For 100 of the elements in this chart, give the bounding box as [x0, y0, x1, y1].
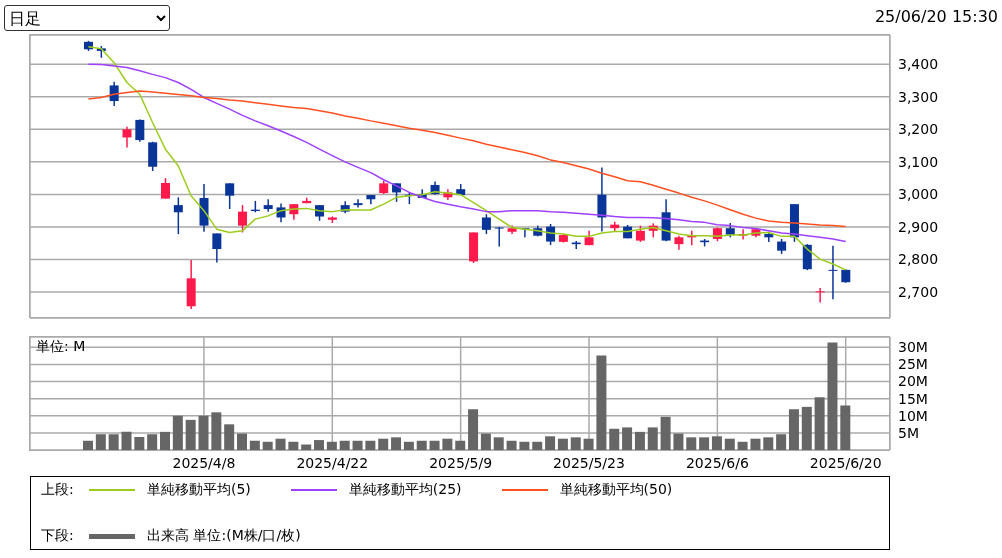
y-tick-label: 25M: [898, 356, 928, 373]
bar: [416, 440, 427, 450]
candlestick: [353, 198, 363, 209]
candlestick: [122, 125, 132, 149]
y-tick-label: 3,400: [898, 56, 939, 73]
bar: [249, 440, 260, 450]
bar: [108, 434, 119, 450]
bar: [814, 397, 825, 450]
candlestick: [597, 166, 607, 233]
bar: [622, 427, 633, 450]
bar: [493, 437, 504, 450]
x-tick-label: 2025/5/9: [429, 454, 493, 471]
legend-title: 上段:: [41, 481, 75, 499]
bar: [134, 436, 145, 450]
y-tick-label: 3,300: [898, 88, 939, 105]
bar: [788, 409, 799, 450]
y-tick-label: 2,800: [898, 251, 939, 268]
legend-label: 単純移動平均(50): [559, 481, 673, 499]
line-series: [87, 63, 847, 243]
legend-label: 単純移動平均(25): [348, 481, 462, 499]
candlestick: [828, 245, 838, 300]
bar: [532, 441, 543, 450]
bar: [237, 433, 248, 450]
bar: [365, 440, 376, 450]
candlestick: [173, 196, 183, 235]
bar: [172, 415, 183, 450]
bar: [301, 444, 312, 450]
candlestick: [263, 198, 273, 213]
x-tick-label: 2025/6/6: [685, 454, 749, 471]
y-tick-label: 3,000: [898, 186, 939, 203]
dropdown: 日足: [4, 5, 170, 31]
bar: [391, 437, 402, 450]
bar: [262, 441, 273, 450]
y-tick-label: 2,700: [898, 283, 939, 300]
bar: [160, 431, 170, 450]
bar: [442, 438, 453, 450]
bar: [634, 431, 645, 450]
candlestick: [212, 232, 222, 264]
legend-label: 出来高 単位:(M株/口/枚): [147, 527, 301, 545]
bar: [198, 415, 209, 450]
bar: [275, 438, 286, 450]
bar: [378, 438, 389, 450]
bar: [750, 438, 761, 450]
x-tick-label: 2025/6/20: [809, 454, 882, 471]
bar: [455, 440, 466, 450]
bar: [673, 433, 684, 450]
y-tick-label: 20M: [898, 373, 928, 390]
x-tick-label: 2025/5/23: [553, 454, 625, 471]
bar: [583, 438, 594, 450]
y-axis-title: 単位: M: [36, 338, 86, 356]
bar: [647, 427, 658, 450]
text: 25/06/20 15:30: [874, 7, 998, 26]
bar: [185, 419, 196, 450]
bar: [660, 416, 671, 450]
bar: [224, 424, 235, 450]
bar: [339, 440, 350, 450]
bar: [147, 434, 158, 450]
candlestick: [109, 81, 119, 107]
bar: [724, 438, 735, 450]
legend-title: 下段:: [41, 527, 75, 545]
y-tick-label: 30M: [898, 339, 928, 356]
bar: [763, 437, 774, 450]
bar: [827, 342, 838, 450]
candlestick: [161, 177, 170, 200]
y-tick-label: 3,200: [898, 121, 939, 138]
bar: [801, 406, 812, 450]
bar: [211, 412, 222, 450]
bar: [840, 405, 851, 450]
bar: [403, 441, 414, 450]
candlestick: [481, 213, 491, 235]
y-tick-label: 5M: [898, 424, 919, 441]
bar: [699, 437, 710, 450]
bar: [686, 437, 697, 450]
bar: [609, 428, 620, 450]
x-tick-label: 2025/4/22: [296, 454, 369, 471]
bar: [352, 440, 363, 450]
bar: [506, 440, 517, 450]
y-tick-label: 2,900: [898, 218, 939, 235]
bar: [557, 438, 568, 450]
bar: [314, 440, 325, 450]
bar: [545, 436, 556, 450]
y-tick-label: 10M: [898, 407, 928, 424]
bar: [429, 440, 440, 450]
x-tick-label: 2025/4/8: [172, 454, 236, 471]
bar: [519, 441, 530, 450]
bar: [570, 437, 581, 450]
candlestick: [494, 226, 504, 248]
bar: [468, 409, 479, 450]
line-series: [87, 45, 847, 271]
bar: [95, 434, 106, 450]
bar: [711, 436, 722, 450]
candlestick: [546, 223, 556, 246]
bar: [776, 434, 787, 450]
bar: [326, 441, 337, 450]
y-tick-label: 3,100: [898, 153, 939, 170]
bar: [121, 431, 132, 450]
legend-label: 単純移動平均(5): [147, 481, 251, 499]
candlestick: [225, 182, 235, 210]
bar: [596, 355, 607, 450]
bar: [480, 433, 491, 450]
